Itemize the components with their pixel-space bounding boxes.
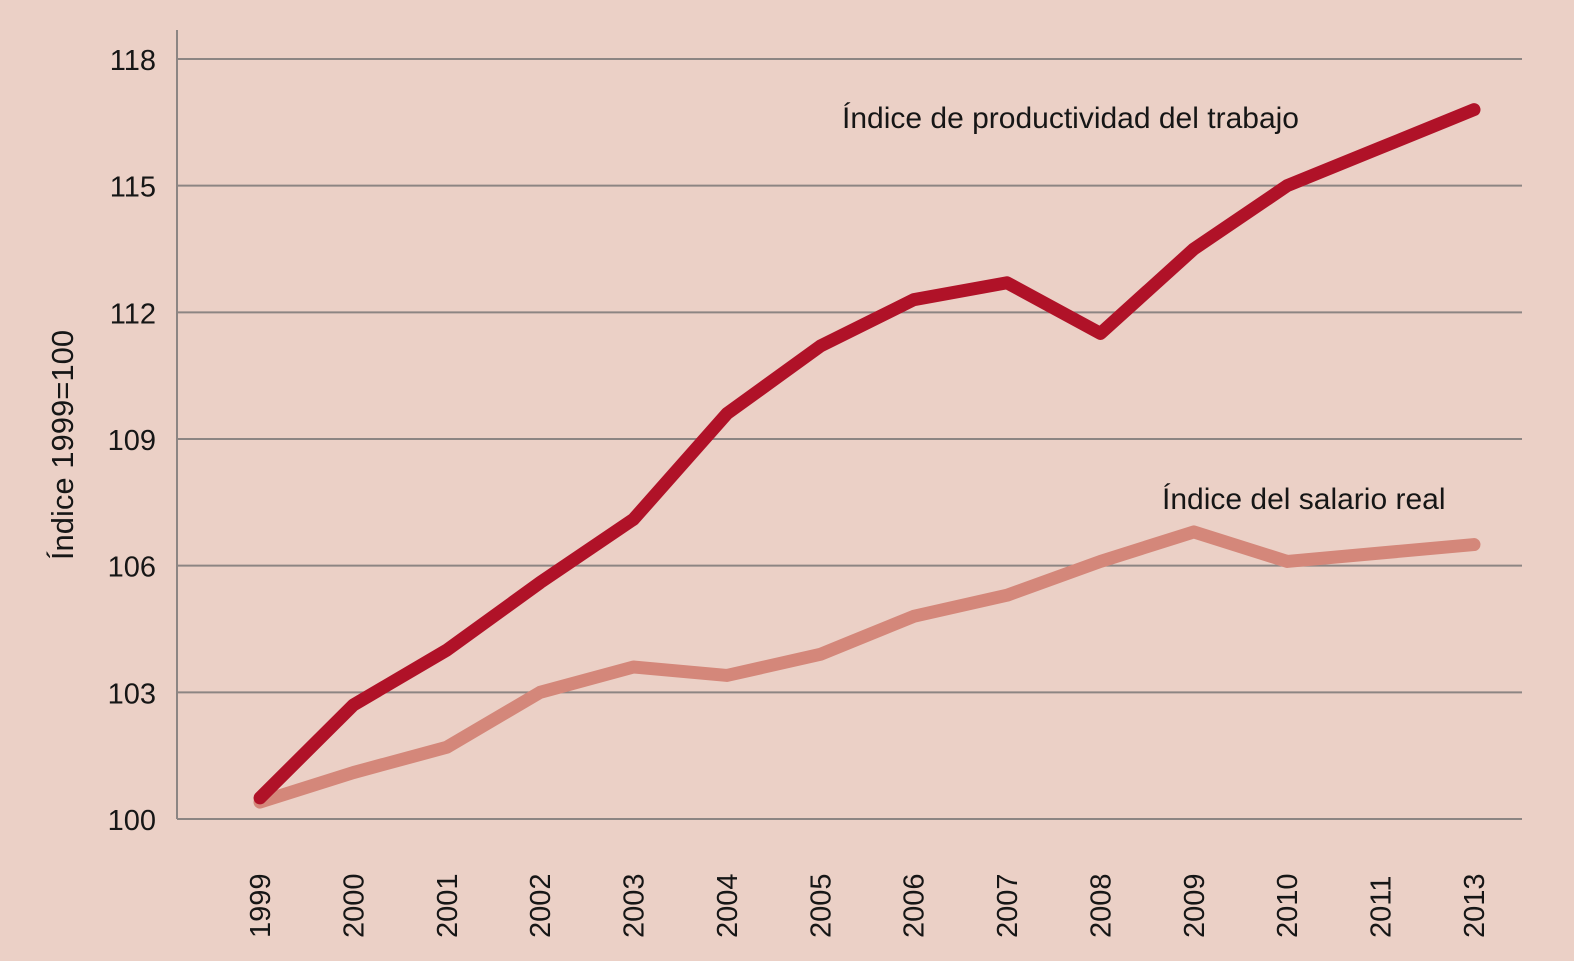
series-label-productividad: Índice de productividad del trabajo (842, 102, 1299, 135)
x-tick-label: 2001 (432, 873, 464, 938)
y-tick-label: 106 (108, 552, 156, 584)
gridlines (177, 58, 1522, 820)
x-tick-label: 2008 (1085, 873, 1117, 938)
x-tick-label: 2003 (619, 873, 651, 938)
series-lines (253, 103, 1481, 809)
y-tick-label: 112 (110, 298, 156, 330)
x-tick-label: 2004 (712, 873, 744, 938)
y-axis-ticks: 100 103 106 109 112 115 118 (108, 45, 156, 837)
x-tick-label: 1999 (245, 873, 277, 938)
x-tick-label: 2000 (338, 873, 370, 938)
y-tick-label: 100 (108, 805, 156, 837)
series-line-productividad (253, 103, 1481, 805)
x-tick-label: 2011 (1366, 876, 1398, 938)
y-axis-title: Índice 1999=100 (45, 330, 80, 560)
series-line-salario (253, 525, 1481, 809)
x-tick-label: 2006 (899, 873, 931, 938)
x-tick-label: 2010 (1272, 873, 1304, 938)
y-tick-label: 109 (108, 425, 156, 457)
y-tick-label: 103 (108, 678, 156, 710)
x-tick-label: 2013 (1459, 873, 1491, 938)
x-axis-ticks: 1999 2000 2001 2002 2003 2004 2005 2006 2007 2008… (245, 873, 1491, 938)
x-tick-label: 2007 (992, 873, 1024, 938)
y-tick-label: 118 (110, 45, 156, 77)
x-tick-label: 2009 (1179, 873, 1211, 938)
y-tick-label: 115 (110, 172, 156, 204)
x-tick-label: 2005 (805, 873, 837, 938)
series-label-salario: Índice del salario real (1162, 483, 1446, 516)
x-tick-label: 2002 (525, 873, 557, 938)
